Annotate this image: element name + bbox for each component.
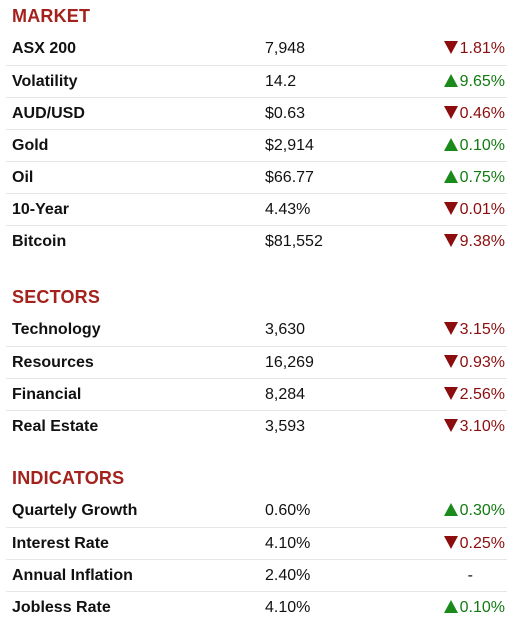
table-row: Bitcoin $81,552 9.38% (6, 225, 507, 257)
change-value: 0.75% (459, 169, 505, 186)
table-row: Oil $66.77 0.75% (6, 161, 507, 193)
indicators-rows: Quartely Growth 0.60% 0.30% Interest Rat… (0, 495, 519, 623)
change-value: 1.81% (459, 40, 505, 57)
row-change: 1.81% (443, 33, 505, 65)
row-value: 7,948 (265, 40, 306, 57)
triangle-up-icon (443, 600, 458, 613)
row-change: 2.56% (443, 379, 505, 411)
row-value: 8,284 (265, 386, 306, 403)
section-title: INDICATORS (12, 468, 125, 488)
triangle-down-icon (443, 234, 458, 247)
row-name: Bitcoin (12, 233, 67, 250)
triangle-up-icon (443, 74, 458, 87)
change-value: 0.93% (459, 354, 505, 371)
row-name: Resources (12, 354, 94, 371)
row-name: ASX 200 (12, 40, 77, 57)
row-change: - (468, 560, 473, 592)
table-row: 10-Year 4.43% 0.01% (6, 193, 507, 225)
row-change: 0.01% (443, 194, 505, 226)
triangle-up-icon (443, 138, 458, 151)
change-value: 0.01% (459, 201, 505, 218)
triangle-down-icon (443, 355, 458, 368)
triangle-down-icon (443, 106, 458, 119)
row-change: 0.75% (443, 162, 505, 194)
change-value: 0.30% (459, 502, 505, 519)
row-change: 0.93% (443, 347, 505, 379)
row-name: Oil (12, 169, 34, 186)
row-name: Quartely Growth (12, 502, 138, 519)
triangle-up-icon (443, 170, 458, 183)
row-change: 0.46% (443, 98, 505, 130)
row-value: 4.10% (265, 535, 311, 552)
section-title: MARKET (12, 6, 91, 26)
row-change: 3.10% (443, 411, 505, 443)
triangle-down-icon (443, 202, 458, 215)
triangle-down-icon (443, 41, 458, 54)
table-row: Resources 16,269 0.93% (6, 346, 507, 378)
triangle-down-icon (443, 387, 458, 400)
row-name: Interest Rate (12, 535, 109, 552)
row-name: Gold (12, 137, 49, 154)
change-value: 2.56% (459, 386, 505, 403)
sectors-rows: Technology 3,630 3.15% Resources 16,269 … (0, 314, 519, 442)
row-change: 0.25% (443, 528, 505, 560)
row-value: $0.63 (265, 105, 306, 122)
row-change: 0.10% (443, 592, 505, 624)
table-row: Real Estate 3,593 3.10% (6, 410, 507, 442)
change-value: 0.10% (459, 137, 505, 154)
row-name: Financial (12, 386, 82, 403)
change-value: 9.38% (459, 233, 505, 250)
row-name: Volatility (12, 73, 78, 90)
row-name: AUD/USD (12, 105, 85, 122)
change-value: 3.10% (459, 418, 505, 435)
change-value: 0.25% (459, 535, 505, 552)
row-change: 9.38% (443, 226, 505, 258)
table-row: Financial 8,284 2.56% (6, 378, 507, 410)
change-value: 3.15% (459, 321, 505, 338)
market-section: MARKET ASX 200 7,948 1.81% Volatility 14… (0, 0, 519, 257)
row-value: 4.10% (265, 599, 311, 616)
row-value: 3,630 (265, 321, 306, 338)
triangle-down-icon (443, 419, 458, 432)
row-value: $81,552 (265, 233, 323, 250)
table-row: Jobless Rate 4.10% 0.10% (6, 591, 507, 623)
row-name: 10-Year (12, 201, 69, 218)
row-value: 4.43% (265, 201, 311, 218)
row-value: 2.40% (265, 567, 311, 584)
table-row: Interest Rate 4.10% 0.25% (6, 527, 507, 559)
row-change: 0.10% (443, 130, 505, 162)
change-value: 0.46% (459, 105, 505, 122)
row-change: 9.65% (443, 66, 505, 98)
triangle-up-icon (443, 503, 458, 516)
table-row: Quartely Growth 0.60% 0.30% (6, 495, 507, 527)
section-title: SECTORS (12, 287, 101, 307)
triangle-down-icon (443, 322, 458, 335)
row-name: Annual Inflation (12, 567, 133, 584)
row-name: Real Estate (12, 418, 99, 435)
row-value: $2,914 (265, 137, 314, 154)
row-value: 0.60% (265, 502, 311, 519)
triangle-down-icon (443, 536, 458, 549)
table-row: Technology 3,630 3.15% (6, 314, 507, 346)
table-row: Volatility 14.2 9.65% (6, 65, 507, 97)
market-rows: ASX 200 7,948 1.81% Volatility 14.2 9.65… (0, 33, 519, 257)
row-change: 3.15% (443, 314, 505, 346)
table-row: ASX 200 7,948 1.81% (6, 33, 507, 65)
change-value: 0.10% (459, 599, 505, 616)
row-value: 16,269 (265, 354, 314, 371)
row-change: 0.30% (443, 495, 505, 527)
row-name: Jobless Rate (12, 599, 111, 616)
change-value: - (467, 567, 473, 584)
table-row: Gold $2,914 0.10% (6, 129, 507, 161)
indicators-section: INDICATORS Quartely Growth 0.60% 0.30% I… (0, 462, 519, 623)
row-value: 14.2 (265, 73, 297, 90)
table-row: AUD/USD $0.63 0.46% (6, 97, 507, 129)
row-name: Technology (12, 321, 101, 338)
row-value: $66.77 (265, 169, 314, 186)
table-row: Annual Inflation 2.40% - (6, 559, 507, 591)
change-value: 9.65% (459, 73, 505, 90)
sectors-section: SECTORS Technology 3,630 3.15% Resources… (0, 281, 519, 442)
row-value: 3,593 (265, 418, 306, 435)
